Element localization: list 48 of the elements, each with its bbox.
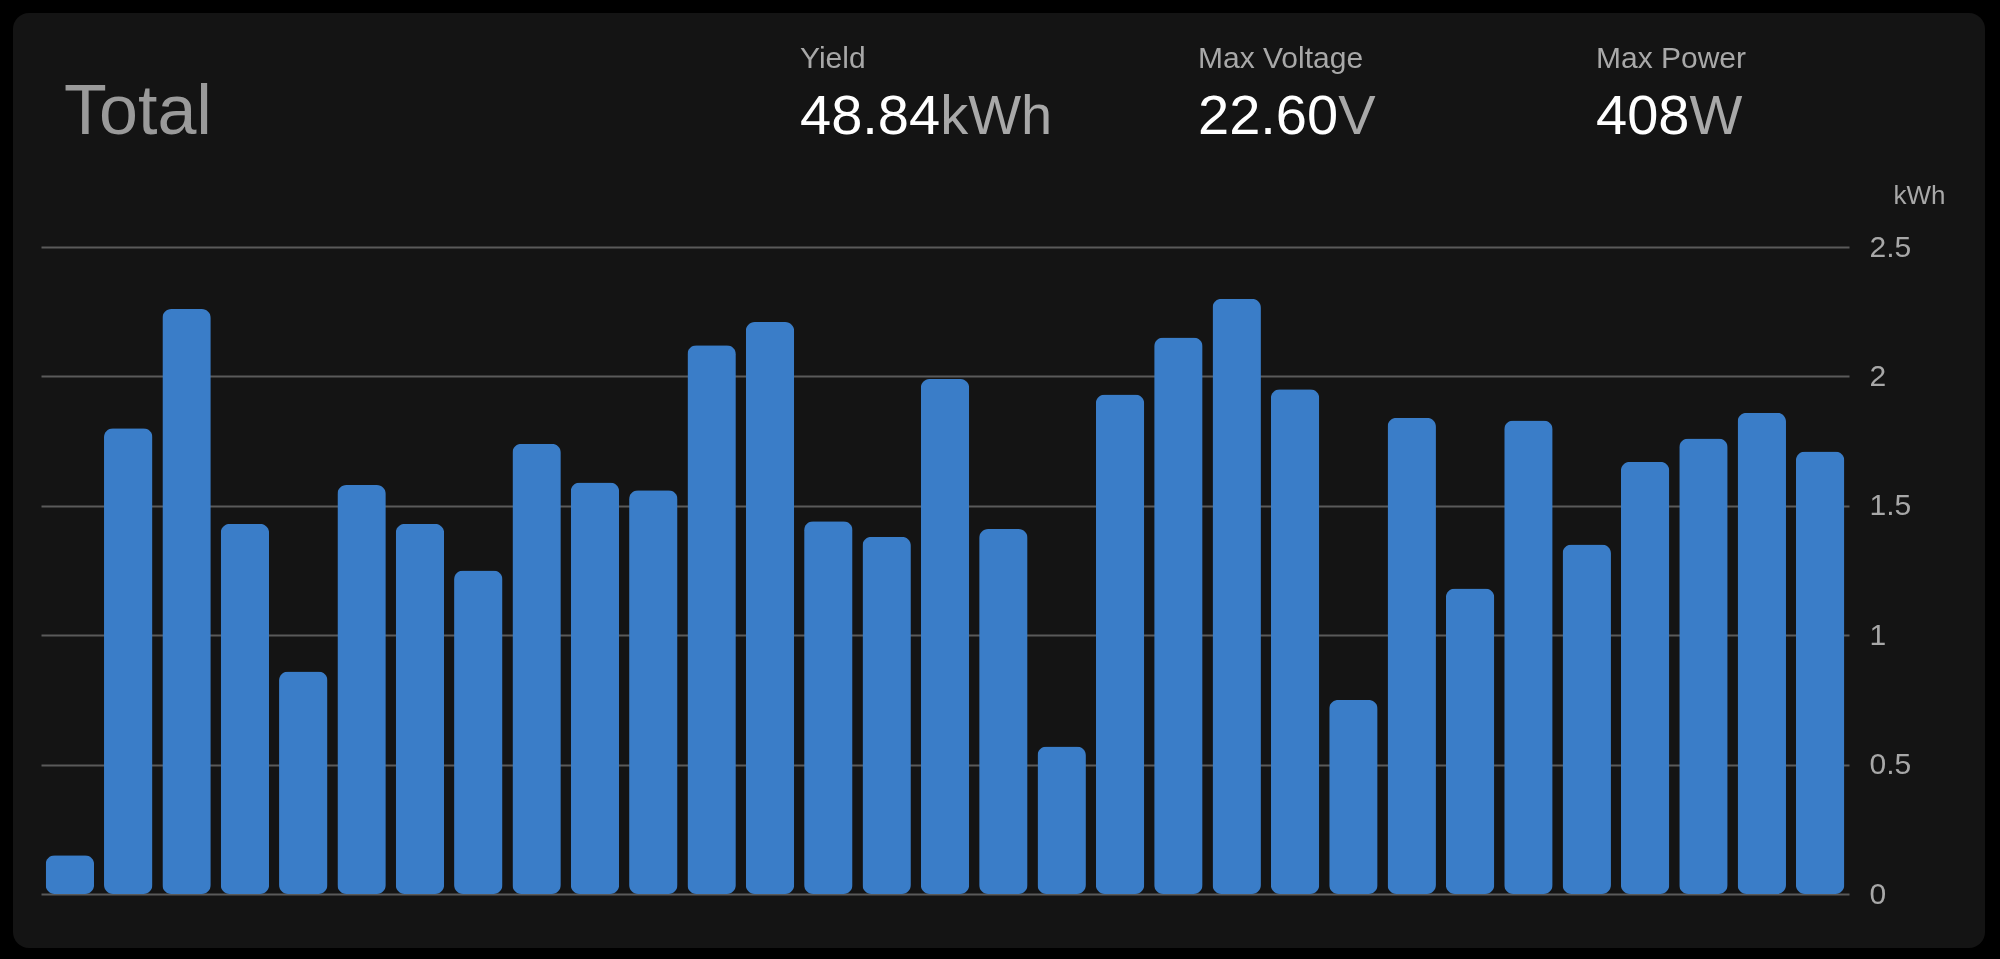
bar: [279, 671, 328, 894]
bar: [1737, 412, 1786, 894]
bar: [629, 490, 678, 894]
text: Max Power: [1596, 41, 1747, 74]
chart-title: Total: [64, 71, 212, 149]
bar: [1795, 451, 1845, 894]
y-tick-label: 0: [1869, 876, 1887, 910]
bar: [745, 322, 795, 894]
bar: [454, 570, 503, 894]
bar: [45, 855, 95, 894]
bar: [395, 523, 445, 894]
y-tick-label: 2: [1869, 358, 1887, 392]
text: V: [1338, 83, 1376, 146]
bar: [1679, 438, 1728, 894]
bar: [512, 443, 561, 894]
y-tick-label: 0.5: [1869, 747, 1912, 781]
bar: [1154, 337, 1203, 894]
bar: [862, 536, 911, 894]
y-axis-title: kWh: [1893, 179, 1946, 210]
bar: [104, 428, 153, 894]
text: Yield: [800, 41, 867, 74]
text: 48.84: [800, 83, 941, 146]
bar: [1329, 699, 1378, 894]
bar: [1562, 544, 1611, 894]
bar: [1037, 746, 1086, 894]
bar: [220, 523, 270, 894]
text: 408: [1596, 83, 1690, 146]
bar: [687, 345, 736, 894]
bar: [979, 529, 1028, 894]
text: Max Voltage: [1198, 41, 1365, 74]
y-tick-label: 1: [1869, 617, 1887, 651]
bar: [1620, 461, 1670, 894]
bar: [1504, 420, 1553, 894]
text: W: [1689, 83, 1743, 146]
bar: [1095, 394, 1145, 894]
bar: [337, 485, 386, 894]
y-tick-label: 2.5: [1869, 229, 1912, 263]
bar: [1270, 389, 1320, 894]
bar: [920, 378, 970, 894]
bar: [1212, 298, 1261, 894]
bar: [162, 309, 211, 894]
bar: [804, 521, 853, 894]
text: kWh: [940, 83, 1053, 146]
bar: [570, 482, 620, 894]
bar: [1387, 417, 1436, 894]
y-tick-label: 1.5: [1869, 488, 1912, 522]
bar: [1445, 588, 1495, 894]
text: 22.60: [1198, 83, 1339, 146]
